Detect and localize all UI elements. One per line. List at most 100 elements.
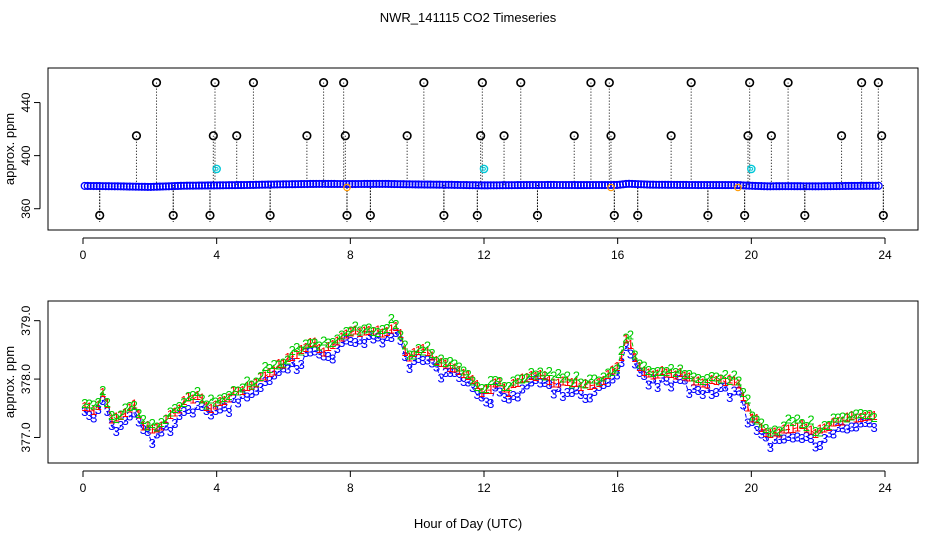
series-2-point: 2 <box>677 361 684 376</box>
baseline-point <box>104 182 113 191</box>
series-3-point: 3 <box>329 351 336 366</box>
series-1-point: 1 <box>171 405 178 420</box>
series-2-point: 2 <box>640 359 647 374</box>
series-2-point: 2 <box>595 374 602 389</box>
series-3-point: 3 <box>677 372 684 387</box>
baseline-point <box>261 180 270 189</box>
baseline-point <box>303 179 312 189</box>
baseline-point <box>179 181 188 190</box>
baseline-point <box>107 182 116 191</box>
baseline-point <box>240 180 249 190</box>
outlier-point <box>339 78 349 88</box>
series-2-point: 2 <box>577 376 584 391</box>
series-1-point: 1 <box>866 409 873 424</box>
series-2-point: 2 <box>654 364 661 379</box>
baseline-point <box>763 182 772 191</box>
baseline-point <box>534 180 543 190</box>
series-1-point: 1 <box>753 411 760 426</box>
baseline-point <box>826 182 835 191</box>
top-panel-frame <box>47 67 919 231</box>
baseline-point <box>237 181 246 190</box>
bottom-panel-x-tick-label: 8 <box>347 481 354 495</box>
orange-point <box>343 183 351 192</box>
series-2-point: 2 <box>870 410 877 425</box>
series-1-point: 1 <box>478 385 485 400</box>
baseline-point <box>564 180 573 190</box>
series-3-point: 3 <box>415 351 422 366</box>
series-2-point: 2 <box>289 343 296 358</box>
baseline-point <box>573 181 582 190</box>
baseline-point <box>615 180 625 189</box>
baseline-point <box>510 181 519 190</box>
series-3-point: 3 <box>604 375 611 390</box>
baseline-point <box>498 181 507 190</box>
series-3-point: 3 <box>437 371 444 386</box>
series-1-point: 1 <box>176 401 183 416</box>
series-3-point: 3 <box>546 377 553 392</box>
series-3-point: 3 <box>370 331 377 346</box>
series-2-point: 2 <box>99 383 106 398</box>
series-3-point: 3 <box>483 395 490 410</box>
series-2-point: 2 <box>843 410 850 425</box>
series-1-point: 1 <box>785 422 792 437</box>
series-3-point: 3 <box>90 411 97 426</box>
series-3-point: 3 <box>523 377 530 392</box>
series-2-point: 2 <box>284 352 291 367</box>
series-2-point: 2 <box>663 364 670 379</box>
series-2-point: 2 <box>546 364 553 379</box>
series-3-point: 3 <box>695 383 702 398</box>
series-2-point: 2 <box>514 372 521 387</box>
top-panel-y-tick-label: 360 <box>19 198 33 218</box>
series-3-point: 3 <box>830 427 837 442</box>
baseline-point <box>486 181 495 190</box>
series-2-point: 2 <box>866 407 873 422</box>
baseline-point <box>865 181 874 190</box>
series-3-point: 3 <box>550 386 557 401</box>
series-2-point: 2 <box>198 391 205 406</box>
orange-point <box>607 183 615 192</box>
series-1-point: 1 <box>122 405 129 420</box>
baseline-point <box>634 180 643 189</box>
series-3-point: 3 <box>180 404 187 419</box>
outlier-point <box>439 210 449 220</box>
series-3-point: 3 <box>667 379 674 394</box>
baseline-point <box>646 180 655 189</box>
series-3-point: 3 <box>636 365 643 380</box>
outlier-point <box>402 131 412 141</box>
baseline-point <box>255 180 264 189</box>
series-3-point: 3 <box>113 424 120 439</box>
baseline-point <box>778 182 787 191</box>
series-2-point: 2 <box>347 323 354 338</box>
baseline-point <box>531 180 540 190</box>
series-1-point: 1 <box>758 420 765 435</box>
baseline-point <box>321 179 330 188</box>
series-1-point: 1 <box>433 353 440 368</box>
baseline-point <box>372 179 381 188</box>
series-3-point: 3 <box>487 396 494 411</box>
series-2-point: 2 <box>613 362 620 377</box>
series-2-point: 2 <box>415 341 422 356</box>
series-2-point: 2 <box>433 354 440 369</box>
series-3-point: 3 <box>171 416 178 431</box>
baseline-point <box>676 180 685 189</box>
series-2-point: 2 <box>365 321 372 336</box>
series-2-point: 2 <box>252 375 259 390</box>
series-3-point: 3 <box>812 440 819 455</box>
baseline-point <box>700 180 709 190</box>
series-3-point: 3 <box>658 371 665 386</box>
baseline-point <box>862 181 871 190</box>
baseline-point <box>820 182 829 191</box>
baseline-point <box>354 179 363 189</box>
series-1-point: 1 <box>221 393 228 408</box>
series-1-point: 1 <box>816 422 823 437</box>
series-3-point: 3 <box>870 420 877 435</box>
series-1-point: 1 <box>483 382 490 397</box>
series-2-point: 2 <box>609 364 616 379</box>
series-2-point: 2 <box>753 413 760 428</box>
series-1-point: 1 <box>225 391 232 406</box>
series-3-point: 3 <box>275 364 282 379</box>
baseline-point <box>540 180 549 190</box>
baseline-point <box>86 181 95 191</box>
